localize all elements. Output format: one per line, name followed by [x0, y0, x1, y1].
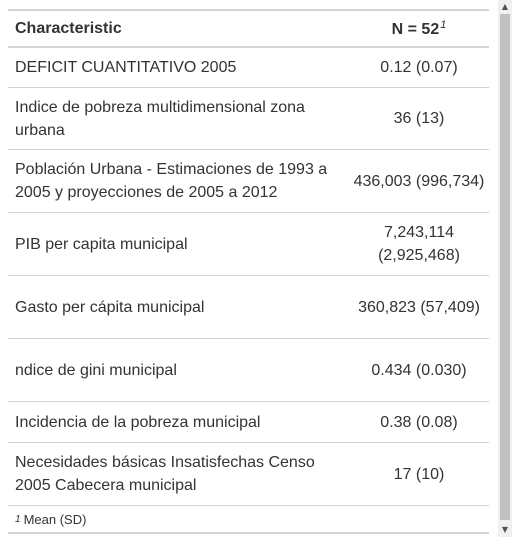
header-characteristic: Characteristic: [15, 19, 122, 37]
row-value: 360,823 (57,409): [358, 298, 480, 316]
footnote-mark: 1: [15, 513, 21, 525]
table-row: ndice de gini municipal 0.434 (0.030): [8, 339, 489, 402]
row-value: 436,003 (996,734): [353, 172, 485, 190]
scroll-up-arrow-icon[interactable]: ▲: [501, 2, 509, 11]
header-footnote-mark: 1: [440, 18, 447, 31]
row-value: 0.434 (0.030): [371, 361, 467, 379]
footnote-text: Mean (SD): [23, 511, 87, 527]
row-label: Gasto per cápita municipal: [15, 298, 205, 316]
row-value: 17 (10): [393, 465, 445, 483]
table-row: PIB per capita municipal 7,243,114 (2,92…: [8, 213, 489, 276]
table-row: Población Urbana - Estimaciones de 1993 …: [8, 150, 489, 213]
row-value: 7,243,114 (2,925,468): [378, 224, 460, 264]
table-header: Characteristic N = 521: [8, 11, 489, 48]
row-label: DEFICIT CUANTITATIVO 2005: [15, 59, 237, 76]
row-label: ndice de gini municipal: [15, 361, 177, 379]
vertical-scrollbar[interactable]: ▲ ▼: [498, 0, 512, 537]
row-label: Incidencia de la pobreza municipal: [15, 413, 261, 431]
table-row: Incidencia de la pobreza municipal 0.38 …: [8, 402, 489, 443]
table-row: Necesidades básicas Insatisfechas Censo …: [8, 443, 489, 505]
scroll-down-arrow-icon[interactable]: ▼: [501, 525, 509, 534]
table-row: Indice de pobreza multidimensional zona …: [8, 88, 489, 150]
table-row: Gasto per cápita municipal 360,823 (57,4…: [8, 276, 489, 339]
header-n-label: N = 52: [391, 20, 440, 38]
row-label: Necesidades básicas Insatisfechas Censo …: [15, 454, 315, 494]
summary-table: Characteristic N = 521 DEFICIT CUANTITAT…: [8, 9, 489, 534]
row-label: PIB per capita municipal: [15, 235, 188, 253]
table-top-rule: [8, 9, 489, 11]
row-label: Indice de pobreza multidimensional zona …: [15, 98, 305, 139]
table-row: DEFICIT CUANTITATIVO 2005 0.12 (0.07): [8, 48, 489, 88]
table-footnote: 1 Mean (SD): [8, 505, 489, 534]
row-label: Población Urbana - Estimaciones de 1993 …: [15, 161, 328, 201]
header-n: N = 521: [349, 19, 489, 39]
row-value: 0.38 (0.08): [380, 413, 458, 431]
scrollbar-thumb[interactable]: [500, 14, 510, 520]
row-value: 0.12 (0.07): [380, 59, 458, 76]
row-value: 36 (13): [393, 110, 445, 127]
